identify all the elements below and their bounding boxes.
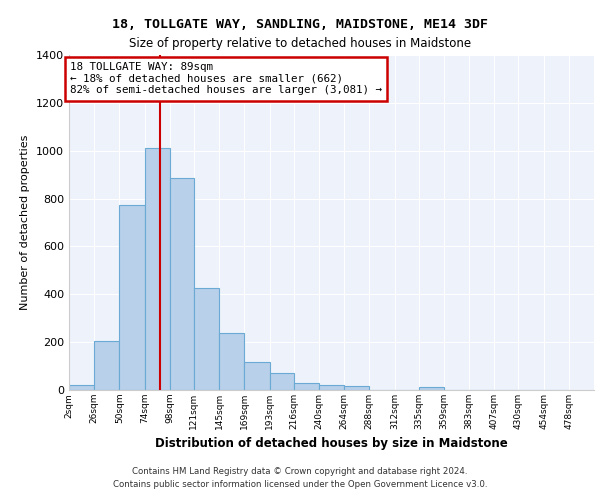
Bar xyxy=(269,373,294,390)
Text: 18 TOLLGATE WAY: 89sqm
← 18% of detached houses are smaller (662)
82% of semi-de: 18 TOLLGATE WAY: 89sqm ← 18% of detached… xyxy=(70,62,382,96)
Text: Contains HM Land Registry data © Crown copyright and database right 2024.
Contai: Contains HM Land Registry data © Crown c… xyxy=(113,468,487,489)
X-axis label: Distribution of detached houses by size in Maidstone: Distribution of detached houses by size … xyxy=(155,438,508,450)
Bar xyxy=(244,362,269,390)
Text: Size of property relative to detached houses in Maidstone: Size of property relative to detached ho… xyxy=(129,38,471,51)
Y-axis label: Number of detached properties: Number of detached properties xyxy=(20,135,31,310)
Bar xyxy=(145,148,170,390)
Bar xyxy=(170,178,194,390)
Bar xyxy=(194,288,219,390)
Text: 18, TOLLGATE WAY, SANDLING, MAIDSTONE, ME14 3DF: 18, TOLLGATE WAY, SANDLING, MAIDSTONE, M… xyxy=(112,18,488,30)
Bar xyxy=(69,384,94,390)
Bar xyxy=(344,386,370,390)
Bar xyxy=(294,384,319,390)
Bar xyxy=(119,204,145,390)
Bar xyxy=(94,341,119,390)
Bar xyxy=(319,384,344,390)
Bar xyxy=(419,387,444,390)
Bar xyxy=(219,332,244,390)
